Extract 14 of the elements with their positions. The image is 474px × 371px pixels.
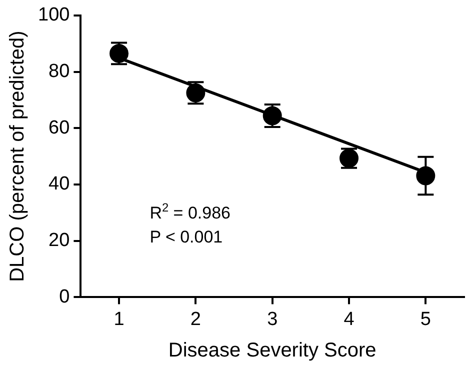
x-tick-label: 2	[190, 308, 201, 330]
y-tick-label: 40	[48, 174, 70, 195]
x-tick-label: 4	[344, 308, 355, 330]
y-axis-title: DLCO (percent of predicted)	[6, 30, 29, 282]
y-tick-label: 0	[59, 286, 70, 308]
x-axis-title: Disease Severity Score	[168, 340, 376, 362]
y-tick-label: 60	[48, 117, 70, 138]
y-tick-label: 20	[48, 230, 70, 252]
y-tick-label: 80	[48, 60, 70, 82]
x-tick-label: 5	[420, 308, 431, 330]
x-tick-label: 3	[267, 308, 278, 330]
annotation: P < 0.001	[150, 227, 223, 246]
y-tick-label: 100	[38, 4, 70, 26]
x-tick-label: 1	[114, 308, 124, 330]
